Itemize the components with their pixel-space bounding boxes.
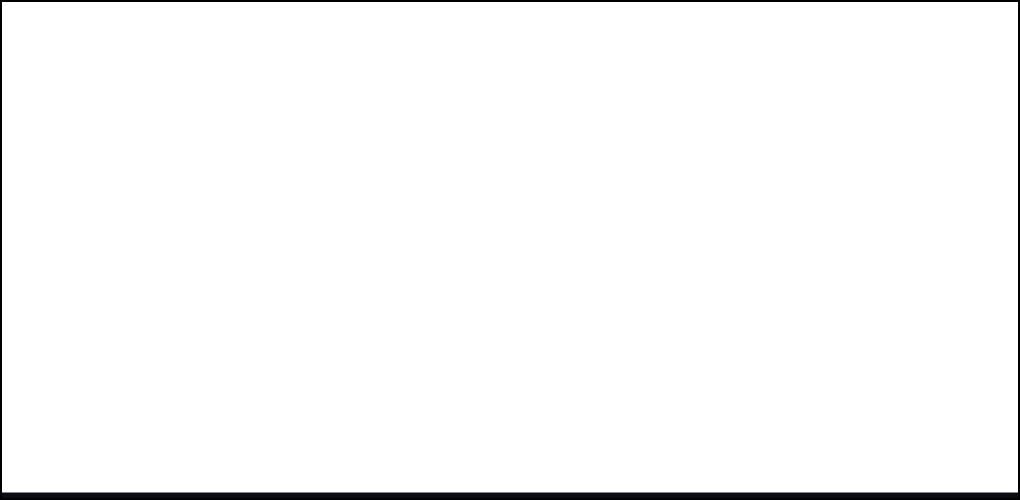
window-bottom-edge xyxy=(0,492,1020,500)
